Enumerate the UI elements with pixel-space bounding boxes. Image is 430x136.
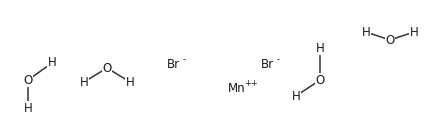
Text: -: -: [277, 55, 280, 64]
Text: H: H: [80, 75, 89, 89]
Text: H: H: [126, 75, 134, 89]
Text: O: O: [315, 73, 325, 86]
Text: Br: Br: [167, 58, 180, 70]
Text: O: O: [385, 33, 395, 47]
Text: ++: ++: [244, 79, 258, 88]
Text: -: -: [183, 55, 186, 64]
Text: O: O: [23, 73, 33, 86]
Text: H: H: [24, 101, 32, 115]
Text: O: O: [102, 61, 112, 75]
Text: H: H: [292, 89, 301, 103]
Text: H: H: [410, 26, 418, 38]
Text: Mn: Mn: [228, 81, 246, 95]
Text: H: H: [48, 56, 56, 69]
Text: H: H: [362, 26, 370, 38]
Text: H: H: [316, 41, 324, 55]
Text: Br: Br: [261, 58, 274, 70]
